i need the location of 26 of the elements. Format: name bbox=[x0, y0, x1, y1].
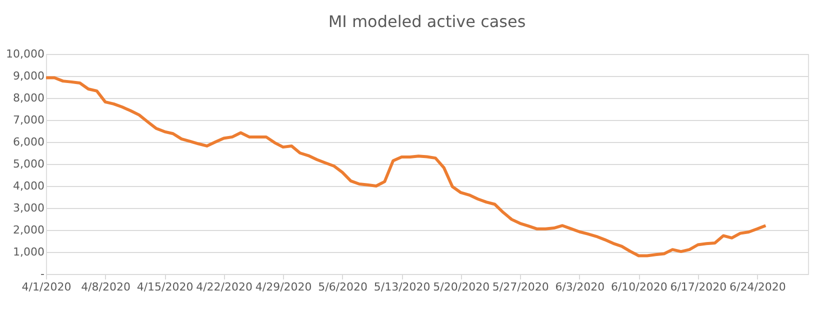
y-tick-label: 9,000 bbox=[13, 70, 44, 82]
y-tick-label: 6,000 bbox=[13, 136, 44, 148]
x-tick-label: 6/10/2020 bbox=[610, 280, 668, 294]
x-tick-label: 5/20/2020 bbox=[433, 280, 490, 294]
y-tick-label: - bbox=[40, 268, 45, 280]
x-tick-label: 4/15/2020 bbox=[136, 280, 194, 294]
x-tick-label: 4/22/2020 bbox=[196, 280, 253, 294]
y-tick-label: 8,000 bbox=[13, 92, 44, 104]
line-series bbox=[44, 76, 768, 258]
x-tick-label: 6/3/2020 bbox=[555, 280, 605, 294]
y-tick-label: 4,000 bbox=[13, 180, 44, 192]
y-tick-label: 7,000 bbox=[13, 114, 44, 126]
x-tick-label: 4/29/2020 bbox=[255, 280, 312, 294]
x-tick-label: 4/1/2020 bbox=[22, 280, 72, 294]
x-tick-label: 6/24/2020 bbox=[729, 280, 786, 294]
x-tick-label: 4/8/2020 bbox=[81, 280, 130, 294]
y-tick-label: 1,000 bbox=[13, 246, 44, 258]
x-tick-label: 6/17/2020 bbox=[670, 280, 727, 294]
chart-title: MI modeled active cases bbox=[328, 12, 526, 31]
x-tick-label: 5/27/2020 bbox=[492, 280, 549, 294]
y-tick-label: 5,000 bbox=[13, 158, 44, 170]
y-tick-label: 10,000 bbox=[6, 48, 44, 60]
x-tick-label: 5/6/2020 bbox=[318, 280, 368, 294]
y-tick-label: 3,000 bbox=[13, 202, 44, 214]
x-tick-label: 5/13/2020 bbox=[374, 280, 430, 294]
y-tick-label: 2,000 bbox=[13, 224, 44, 236]
